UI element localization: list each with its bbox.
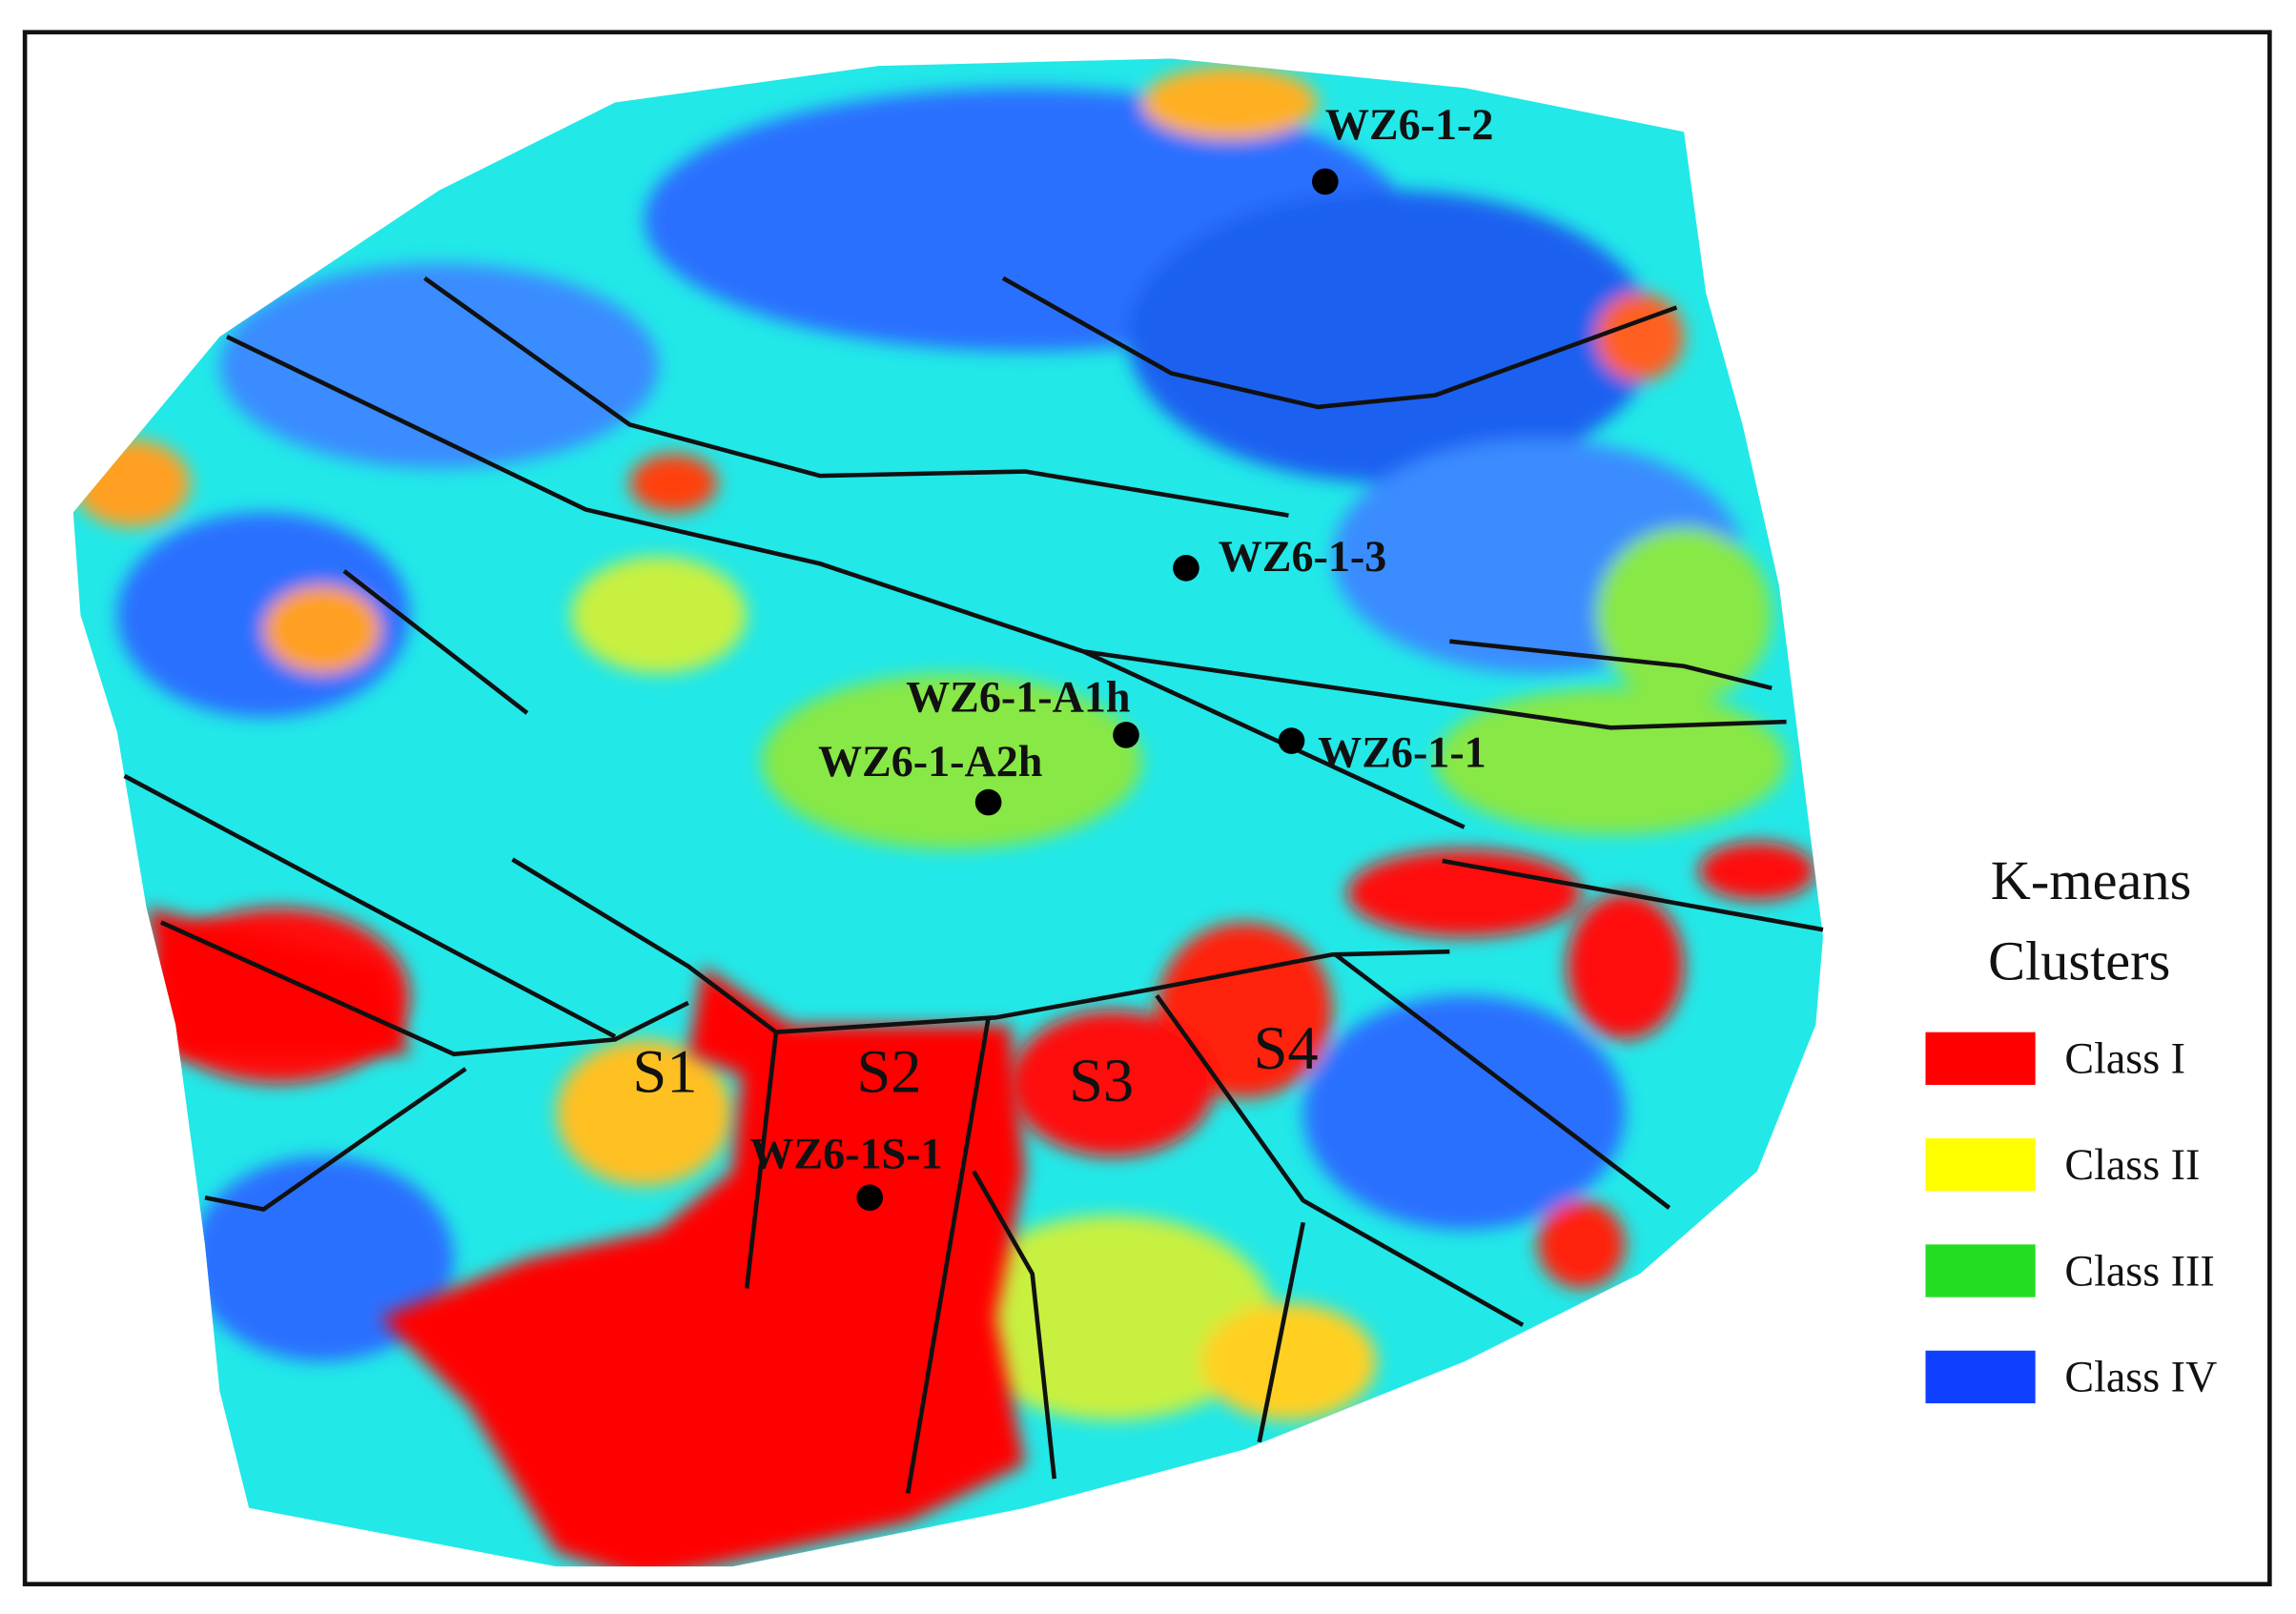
legend-swatch xyxy=(1925,1244,2036,1297)
legend-label: Class I xyxy=(2064,1034,2185,1083)
well-label: WZ6-1-3 xyxy=(1219,532,1387,581)
well-dot xyxy=(1173,555,1199,582)
wells: WZ6-1-2 WZ6-1-3 WZ6-1-A1h WZ6-1-A2h WZ6-… xyxy=(749,100,1494,1212)
segment-label: S3 xyxy=(1069,1047,1134,1114)
segment-label: S4 xyxy=(1254,1014,1319,1082)
well-label: WZ6-1-2 xyxy=(1325,100,1494,149)
well-label: WZ6-1-A2h xyxy=(818,737,1042,786)
well-dot xyxy=(1278,727,1305,754)
legend: K-means Clusters Class I Class II Class II… xyxy=(1925,849,2217,1403)
well-dot xyxy=(1312,168,1339,195)
legend-label: Class III xyxy=(2064,1246,2214,1295)
fault-lines xyxy=(123,276,1824,1494)
well-label: WZ6-1S-1 xyxy=(749,1130,942,1178)
legend-title: K-means xyxy=(1991,849,2192,911)
well-dot xyxy=(974,788,1002,816)
legend-label: Class II xyxy=(2064,1140,2200,1189)
segment-label: S1 xyxy=(632,1038,697,1106)
legend-label: Class IV xyxy=(2064,1353,2217,1401)
well-label: WZ6-1-A1h xyxy=(906,672,1130,721)
segment-labels: S1 S2 S3 S4 xyxy=(632,1014,1318,1114)
legend-swatch xyxy=(1925,1032,2036,1085)
well-dot xyxy=(1113,722,1139,748)
well-label: WZ6-1-1 xyxy=(1318,728,1486,777)
segment-label: S2 xyxy=(856,1038,921,1106)
cluster-map xyxy=(72,58,1823,1567)
legend-title: Clusters xyxy=(1988,930,2170,991)
legend-swatch xyxy=(1925,1138,2036,1192)
legend-swatch xyxy=(1925,1350,2036,1403)
well-dot xyxy=(856,1184,884,1212)
